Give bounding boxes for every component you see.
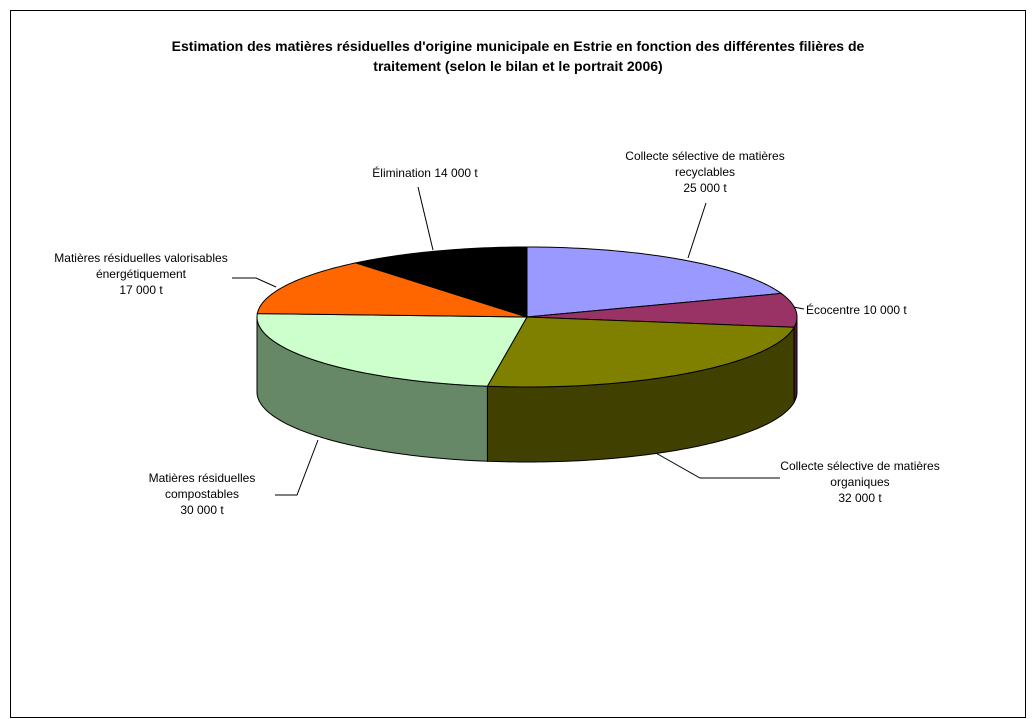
category-name: Élimination [372,166,431,180]
pie-tops [256,246,798,388]
value-label: 17 000 t [119,283,163,297]
value-label: 32 000 t [838,491,882,505]
leader-lines [232,186,805,496]
value-label: 10 000 t [863,303,907,317]
pie-slice [526,292,798,328]
leader-line [232,277,277,288]
value-label: 30 000 t [180,503,224,517]
category-name: Écocentre [806,303,861,317]
value-label: 25 000 t [683,181,727,195]
slice-label: Collecte sélective de matières recyclabl… [625,148,785,196]
pie-slice [486,316,795,388]
chart-frame [10,10,1026,718]
pie-slice [353,246,528,318]
pie-slice [526,246,783,318]
chart-title: Estimation des matières résiduelles d'or… [171,38,865,74]
value-label: 14 000 t [434,166,478,180]
slice-label: Écocentre 10 000 t [806,302,907,318]
slice-label: Collecte sélective de matières organique… [780,458,940,506]
category-name: Collecte sélective de matières recyclabl… [625,149,785,179]
category-name: Collecte sélective de matières organique… [780,459,940,489]
leader-line [417,186,434,251]
slice-label: Matières résiduelles compostables 30 000 … [127,470,277,518]
leader-line [275,439,319,496]
pie-slice [256,313,528,387]
slice-label: Matières résiduelles valorisables énergé… [36,250,246,298]
leader-line [687,202,707,259]
pie-slice [256,262,528,318]
leader-line [639,443,780,479]
slice-label: Élimination 14 000 t [372,165,477,181]
category-name: Matières résiduelles compostables [148,471,256,501]
category-name: Matières résiduelles valorisables énergé… [54,251,228,281]
